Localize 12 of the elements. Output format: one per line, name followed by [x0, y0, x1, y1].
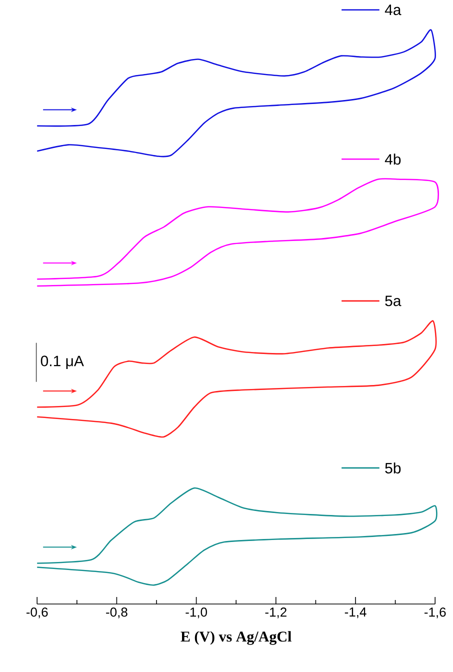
x-tick-label: -1,2 — [265, 608, 286, 618]
x-tick-label: -1,0 — [186, 608, 207, 618]
x-tick-label: -1,4 — [344, 608, 366, 618]
x-tick-label: -0,6 — [26, 608, 48, 618]
legend-label: 5a — [385, 296, 402, 306]
legend-label: 4b — [384, 154, 401, 165]
x-axis-title: E (V) vs Ag/AgCl — [180, 631, 292, 645]
legend-label: 5b — [385, 462, 401, 474]
x-tick-label: -1,6 — [424, 608, 446, 618]
legend-label: 4a — [384, 4, 402, 16]
annotation: 0.1 μA — [40, 356, 84, 370]
x-tick-label: -0,8 — [106, 608, 128, 618]
